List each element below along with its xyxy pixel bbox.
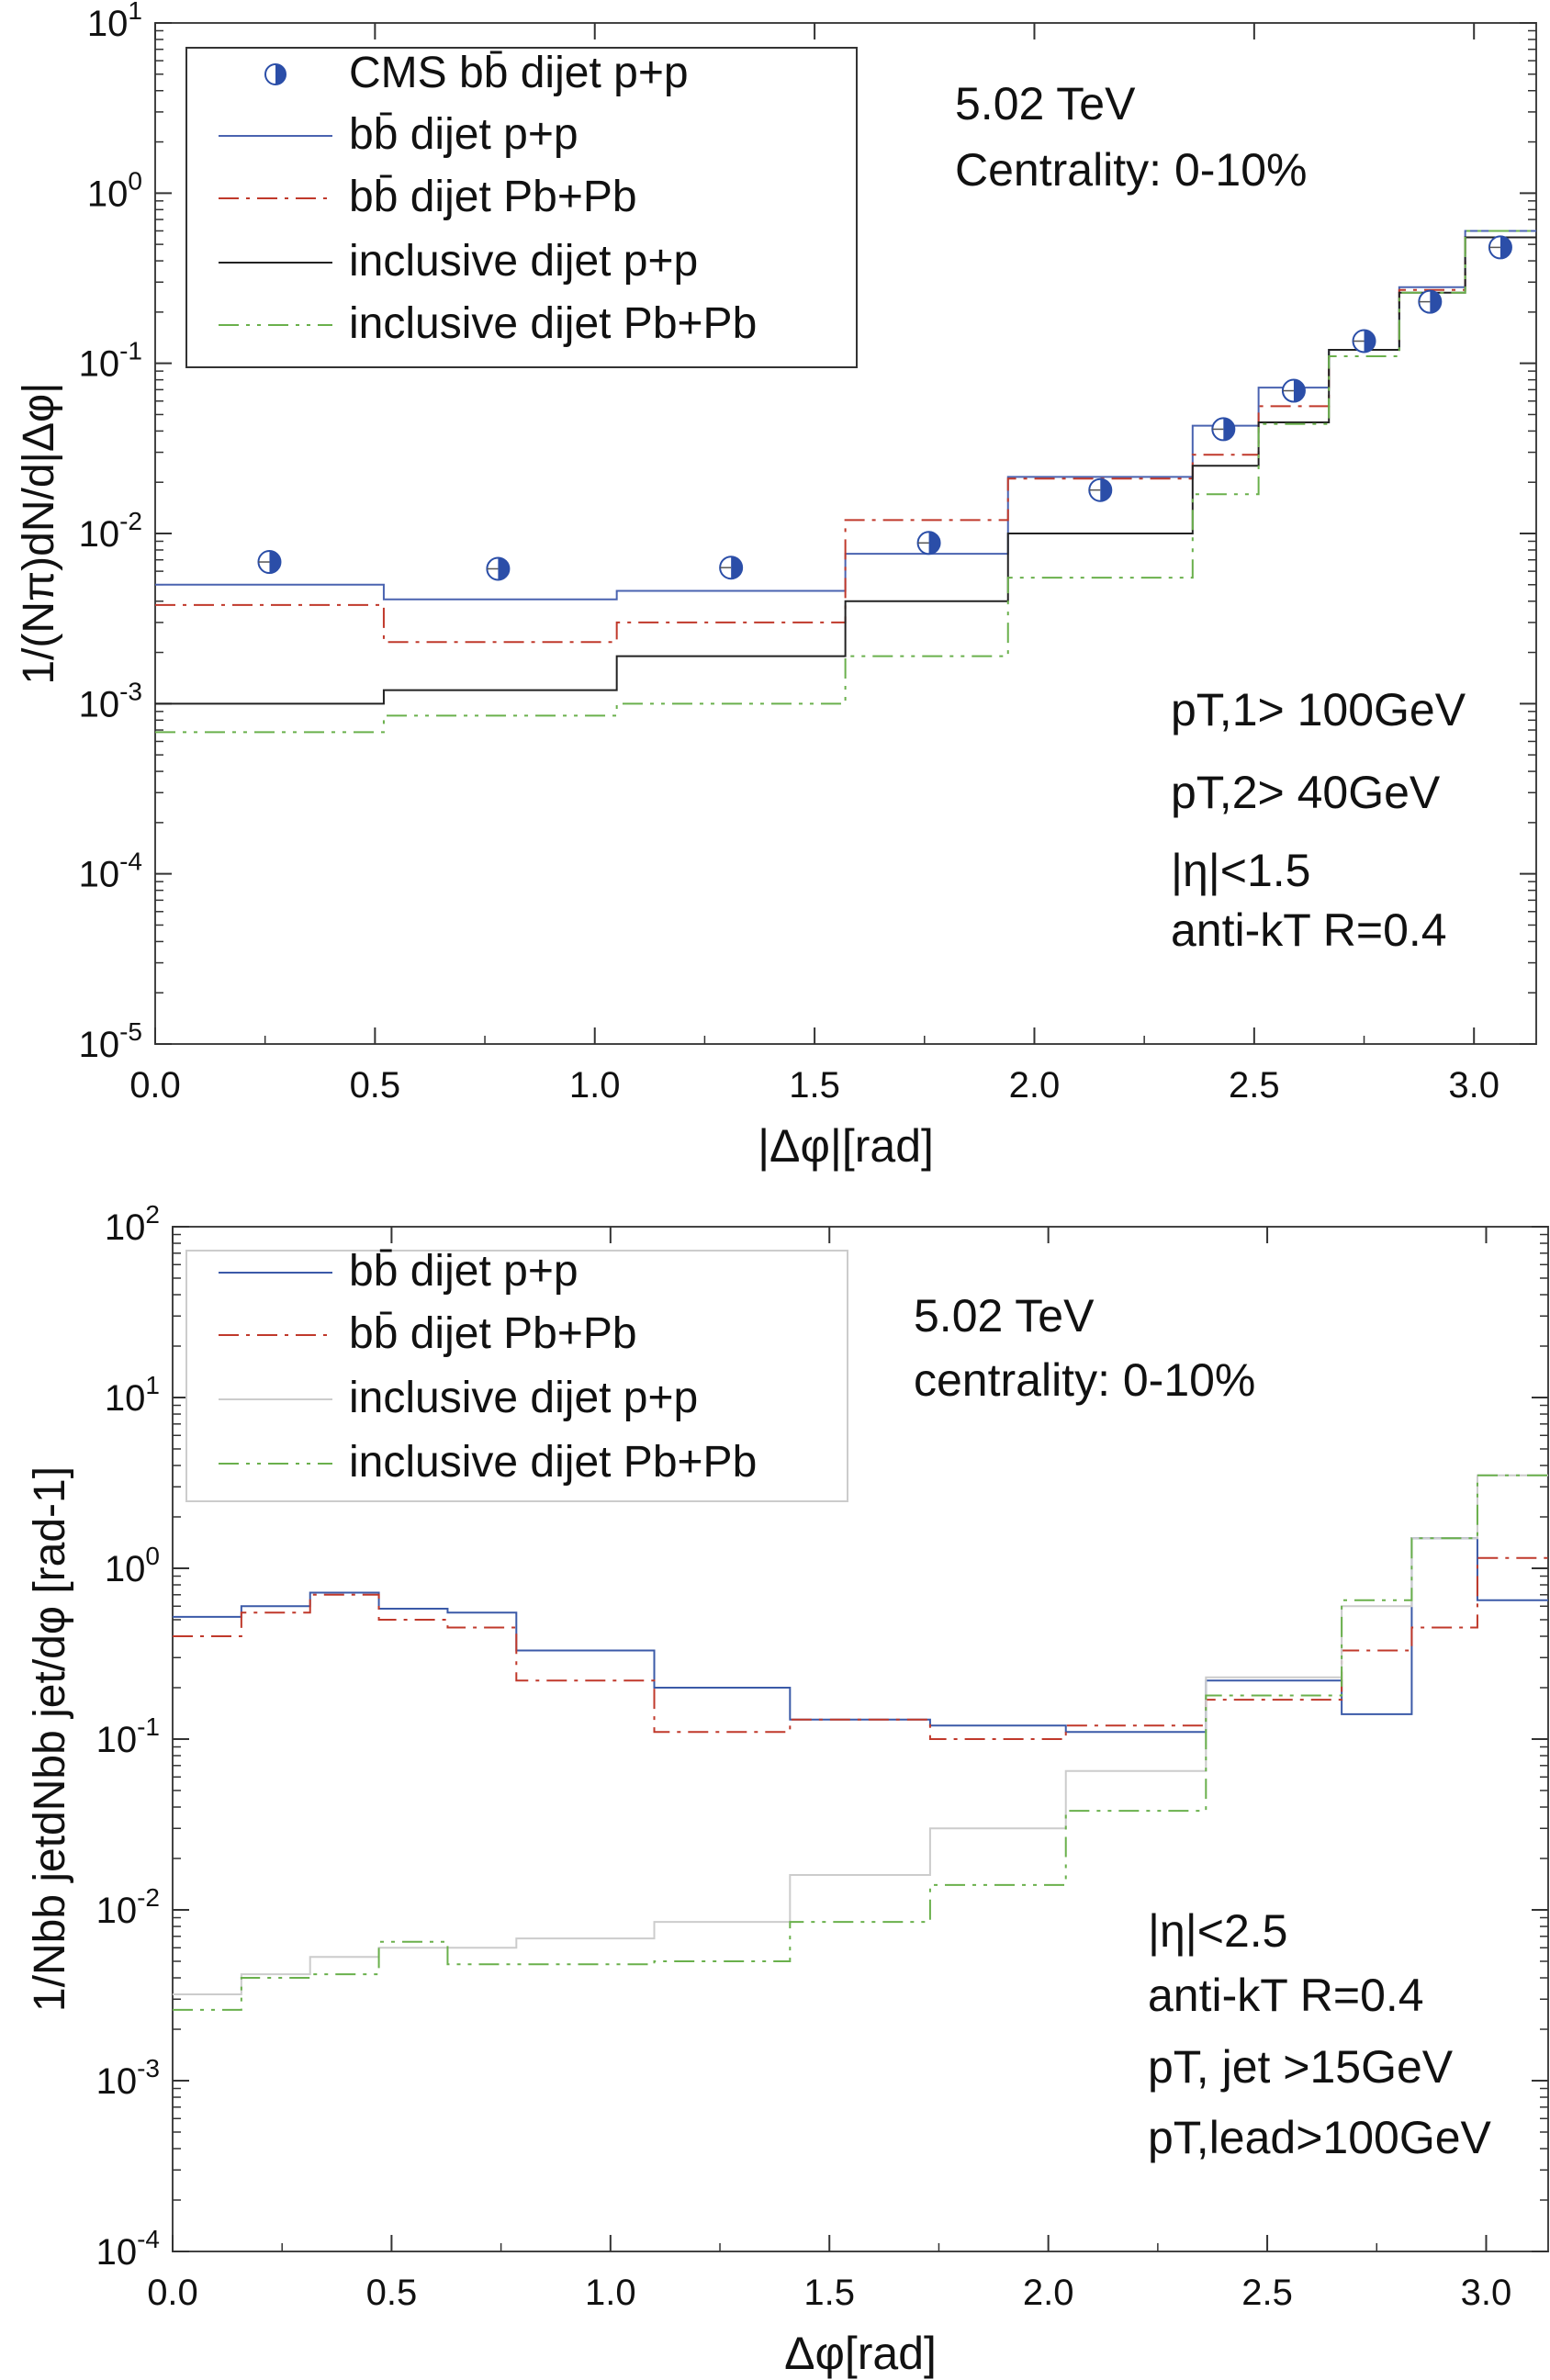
x-tick-label: 0.5 <box>366 2273 418 2313</box>
series-line-4 <box>173 1474 1548 2011</box>
legend-label: inclusive dijet Pb+Pb <box>349 299 757 348</box>
annotation: pT,2> 40GeV <box>1171 767 1441 818</box>
series-line-1 <box>173 1537 1548 1734</box>
x-tick-label: 2.5 <box>1241 2273 1293 2313</box>
y-axis-label: 1/(Nπ)dN/d|Δφ| <box>15 382 63 684</box>
annotation: Centrality: 0-10% <box>955 144 1308 196</box>
legend-label: bb̄ dijet p+p <box>349 1247 578 1296</box>
panel-2: 10-4 10-3 10-2 10-1 100 101 102 0.0 0.5 1.0 1.5 2.0… <box>26 1200 1549 2379</box>
y-tick-label: 10-3 <box>79 677 142 724</box>
data-point-fill <box>1499 236 1511 259</box>
x-tick-label: 1.0 <box>569 1065 621 1106</box>
x-tick-label: 1.5 <box>789 1065 840 1106</box>
y-tick-label: 10-1 <box>96 1712 160 1760</box>
y-tick-label: 10-4 <box>96 2225 160 2273</box>
legend-label: bb̄ dijet Pb+Pb <box>349 173 637 221</box>
data-point <box>1488 235 1512 260</box>
x-tick-label: 2.0 <box>1023 2273 1074 2313</box>
x-axis-label: |Δφ|[rad] <box>758 1120 934 1172</box>
legend-label: CMS bb̄ dijet p+p <box>349 49 689 97</box>
data-point-fill <box>1293 379 1305 402</box>
x-tick-label: 2.0 <box>1009 1065 1061 1106</box>
annotation: |η|<2.5 <box>1148 1905 1288 1957</box>
data-point-fill <box>731 556 743 579</box>
annotation: anti-kT R=0.4 <box>1148 1970 1424 2021</box>
y-axis-label: 1/Nbb jetdNbb jet/dφ [rad-1] <box>26 1466 74 2012</box>
legend-label: inclusive dijet p+p <box>349 1374 698 1422</box>
data-point <box>916 531 941 556</box>
annotation: 5.02 TeV <box>914 1290 1095 1342</box>
legend-box <box>185 1250 848 1502</box>
data-point <box>1211 417 1236 442</box>
y-tick-label: 10-3 <box>96 2054 160 2102</box>
y-tick-label: 101 <box>105 1371 160 1419</box>
data-point <box>1418 289 1443 314</box>
x-tick-label: 0.5 <box>350 1065 401 1106</box>
annotation: pT,1> 100GeV <box>1171 684 1466 735</box>
data-point-fill <box>1430 290 1442 313</box>
y-tick-label: 10-2 <box>79 507 142 555</box>
data-point <box>257 550 282 575</box>
x-axis-label: Δφ[rad] <box>784 2328 937 2379</box>
legend-label: inclusive dijet Pb+Pb <box>349 1438 757 1487</box>
legend-box <box>185 47 858 368</box>
y-tick-label: 10-2 <box>96 1883 160 1931</box>
data-point-fill <box>1364 330 1376 353</box>
data-point <box>1352 329 1376 354</box>
annotation: pT,lead>100GeV <box>1148 2112 1492 2163</box>
legend-marker <box>275 64 286 84</box>
data-point-fill <box>1100 478 1112 501</box>
legend-label: bb̄ dijet p+p <box>349 110 578 159</box>
annotation: pT, jet >15GeV <box>1148 2041 1454 2093</box>
y-tick-label: 10-4 <box>79 848 142 895</box>
annotation: 5.02 TeV <box>955 78 1136 129</box>
y-tick-label: 100 <box>105 1542 160 1589</box>
legend-label: bb̄ dijet Pb+Pb <box>349 1309 637 1358</box>
data-point <box>486 556 511 581</box>
x-tick-label: 3.0 <box>1461 2273 1512 2313</box>
annotation: |η|<1.5 <box>1171 845 1311 896</box>
series-line-2 <box>173 1556 1548 1740</box>
panel-1: 10-5 10-4 10-3 10-2 10-1 100 101 0.0 0.5 1.0 1.5 2.… <box>15 0 1537 1172</box>
annotation: anti-kT R=0.4 <box>1171 904 1447 956</box>
x-tick-label: 2.5 <box>1229 1065 1280 1106</box>
y-tick-label: 100 <box>87 166 142 214</box>
x-tick-label: 1.0 <box>585 2273 636 2313</box>
y-tick-label: 10-1 <box>79 337 142 385</box>
x-tick-label: 3.0 <box>1448 1065 1499 1106</box>
x-tick-label: 0.0 <box>129 1065 181 1106</box>
data-point <box>1088 477 1113 502</box>
data-point-fill <box>1223 418 1235 441</box>
data-point-fill <box>928 532 940 555</box>
y-tick-label: 102 <box>105 1200 160 1248</box>
y-tick-label: 10-5 <box>79 1017 142 1065</box>
data-point-fill <box>269 551 281 574</box>
x-tick-label: 0.0 <box>147 2273 198 2313</box>
y-tick-label: 101 <box>87 0 142 44</box>
data-point <box>719 556 744 580</box>
data-point <box>1281 378 1306 403</box>
series-line-3 <box>173 1474 1548 1996</box>
annotation: centrality: 0-10% <box>914 1354 1255 1406</box>
x-tick-label: 1.5 <box>803 2273 855 2313</box>
data-point-fill <box>498 557 510 580</box>
legend-label: inclusive dijet p+p <box>349 237 698 286</box>
